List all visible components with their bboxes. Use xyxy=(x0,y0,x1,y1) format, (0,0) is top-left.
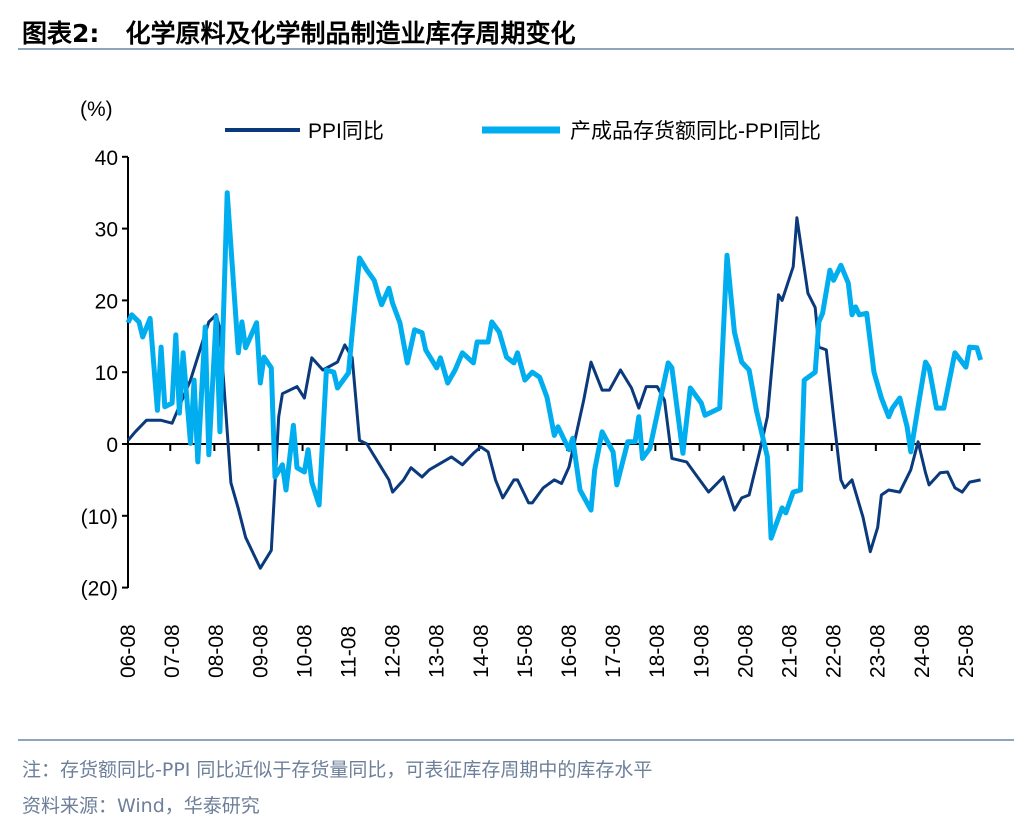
x-tick-label: 06-08 xyxy=(117,624,140,678)
y-tick-label: 40 xyxy=(95,147,118,170)
legend: PPI同比 产成品存货额同比-PPI同比 xyxy=(225,120,821,143)
series-line-ppi xyxy=(126,216,981,570)
x-tick-label: 18-08 xyxy=(646,624,669,678)
legend-label-ppi: PPI同比 xyxy=(308,120,384,143)
y-axis-unit-label: (%) xyxy=(80,98,113,121)
x-tick-label: 19-08 xyxy=(690,624,713,678)
y-tick-label: 30 xyxy=(95,219,118,242)
x-tick-label: 25-08 xyxy=(955,624,978,678)
x-tick-label: 08-08 xyxy=(205,624,228,678)
x-tick-label: 11-08 xyxy=(338,626,361,678)
x-tick-label: 15-08 xyxy=(514,624,537,678)
x-tick-label: 12-08 xyxy=(382,624,405,678)
footnote: 注：存货额同比-PPI 同比近似于存货量同比，可表征库存周期中的库存水平 xyxy=(22,759,653,781)
footer-divider xyxy=(18,739,1014,741)
source-note: 资料来源：Wind，华泰研究 xyxy=(22,795,260,817)
x-tick-label: 10-08 xyxy=(293,624,316,678)
legend-label-inventory: 产成品存货额同比-PPI同比 xyxy=(570,120,821,143)
x-tick-label: 24-08 xyxy=(911,624,934,678)
x-tick-label: 23-08 xyxy=(867,624,890,678)
x-tick-label: 17-08 xyxy=(602,624,625,678)
y-tick-label: 0 xyxy=(106,434,118,457)
y-tick-label: (10) xyxy=(81,506,118,529)
y-tick-label: 10 xyxy=(95,362,118,385)
x-tick-label: 22-08 xyxy=(823,624,846,678)
x-tick-label: 20-08 xyxy=(734,624,757,678)
x-tick-label: 09-08 xyxy=(249,624,272,678)
x-tick-label: 14-08 xyxy=(470,624,493,678)
x-tick-label: 07-08 xyxy=(161,624,184,678)
x-tick-label: 21-08 xyxy=(779,624,802,678)
figure-title: 图表2: 化学原料及化学制品制造业库存周期变化 xyxy=(22,19,576,48)
y-tick-label: 20 xyxy=(95,290,118,313)
series-line-inventory xyxy=(125,190,983,541)
y-tick-label: (20) xyxy=(81,578,118,601)
x-tick-label: 13-08 xyxy=(426,624,449,678)
x-tick-label: 16-08 xyxy=(558,624,581,678)
title-divider xyxy=(18,48,1014,50)
